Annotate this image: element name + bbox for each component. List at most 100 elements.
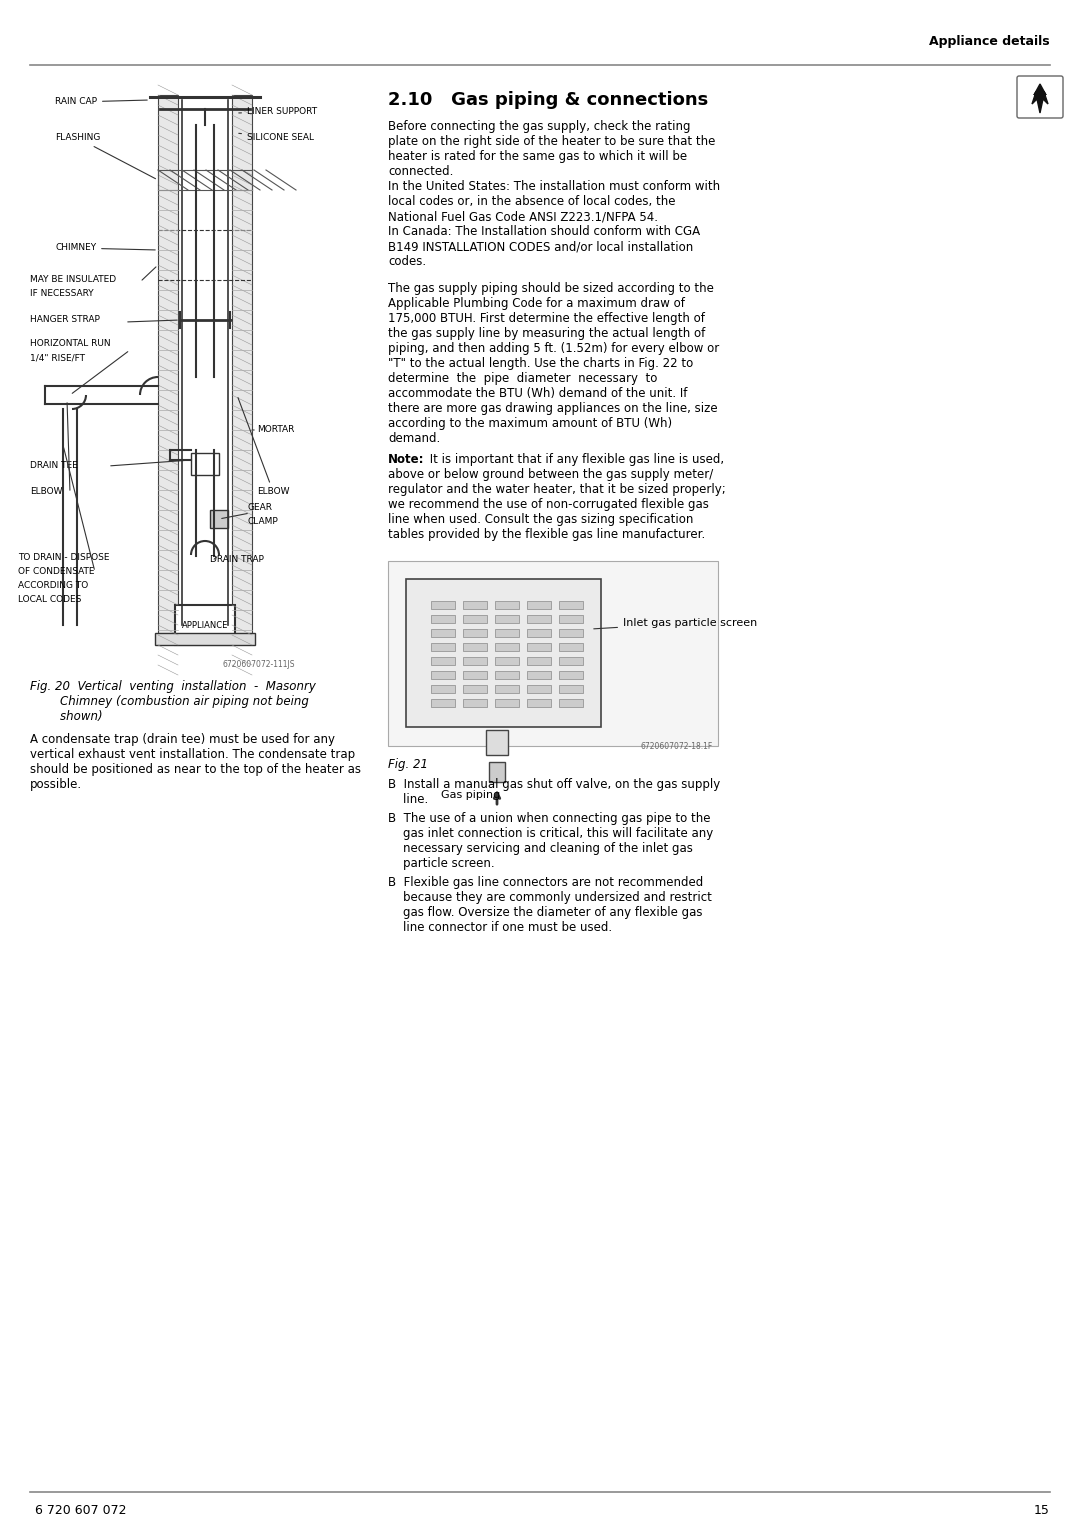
Text: regulator and the water heater, that it be sized properly;: regulator and the water heater, that it …	[388, 483, 726, 497]
Bar	[559, 643, 583, 651]
Bar	[527, 657, 551, 665]
Bar	[431, 630, 455, 637]
Bar	[495, 685, 519, 694]
Text: there are more gas drawing appliances on the line, size: there are more gas drawing appliances on…	[388, 402, 717, 416]
Bar	[495, 643, 519, 651]
Text: 6720607072-18.1F: 6720607072-18.1F	[640, 743, 713, 750]
Text: Fig. 20  Vertical  venting  installation  -  Masonry: Fig. 20 Vertical venting installation - …	[30, 680, 315, 694]
Bar	[559, 671, 583, 678]
Bar	[463, 657, 487, 665]
Text: gas flow. Oversize the diameter of any flexible gas: gas flow. Oversize the diameter of any f…	[388, 906, 702, 918]
Bar	[156, 633, 255, 645]
Bar	[431, 657, 455, 665]
Text: vertical exhaust vent installation. The condensate trap: vertical exhaust vent installation. The …	[30, 749, 355, 761]
Text: B  Install a manual gas shut off valve, on the gas supply: B Install a manual gas shut off valve, o…	[388, 778, 720, 792]
Bar	[495, 630, 519, 637]
Bar	[486, 730, 508, 755]
Text: Appliance details: Appliance details	[930, 35, 1050, 49]
Text: line connector if one must be used.: line connector if one must be used.	[388, 921, 612, 934]
Bar	[175, 605, 235, 645]
Bar	[463, 685, 487, 694]
Text: codes.: codes.	[388, 255, 427, 267]
Bar	[559, 657, 583, 665]
Text: because they are commonly undersized and restrict: because they are commonly undersized and…	[388, 891, 712, 905]
Text: 6 720 607 072: 6 720 607 072	[35, 1504, 126, 1516]
Text: Gas piping: Gas piping	[441, 790, 500, 801]
Text: In Canada: The Installation should conform with CGA: In Canada: The Installation should confo…	[388, 225, 700, 238]
Text: connected.: connected.	[388, 165, 454, 177]
Text: TO DRAIN - DISPOSE: TO DRAIN - DISPOSE	[18, 553, 109, 562]
Bar	[559, 614, 583, 623]
Text: 1/4" RISE/FT: 1/4" RISE/FT	[30, 353, 85, 362]
Bar	[431, 685, 455, 694]
Bar	[463, 643, 487, 651]
Text: should be positioned as near to the top of the heater as: should be positioned as near to the top …	[30, 762, 361, 776]
Text: line when used. Consult the gas sizing specification: line when used. Consult the gas sizing s…	[388, 513, 693, 526]
Text: CLAMP: CLAMP	[248, 518, 279, 527]
Text: B  Flexible gas line connectors are not recommended: B Flexible gas line connectors are not r…	[388, 876, 703, 889]
Bar	[559, 601, 583, 610]
Bar	[527, 643, 551, 651]
Bar	[431, 643, 455, 651]
Bar	[527, 671, 551, 678]
Bar	[489, 762, 505, 782]
Text: particle screen.: particle screen.	[388, 857, 495, 869]
Text: HORIZONTAL RUN: HORIZONTAL RUN	[30, 339, 110, 348]
Text: 6720607072-111JS: 6720607072-111JS	[222, 660, 295, 669]
Bar	[388, 561, 718, 746]
Text: B  The use of a union when connecting gas pipe to the: B The use of a union when connecting gas…	[388, 811, 711, 825]
Bar	[559, 698, 583, 707]
Text: 15: 15	[1035, 1504, 1050, 1516]
Text: The gas supply piping should be sized according to the: The gas supply piping should be sized ac…	[388, 283, 714, 295]
Text: ACCORDING TO: ACCORDING TO	[18, 582, 89, 590]
Text: IF NECESSARY: IF NECESSARY	[30, 289, 94, 298]
Text: GEAR: GEAR	[248, 504, 273, 512]
Bar	[527, 685, 551, 694]
Text: the gas supply line by measuring the actual length of: the gas supply line by measuring the act…	[388, 327, 705, 341]
Text: Inlet gas particle screen: Inlet gas particle screen	[594, 617, 757, 630]
Text: above or below ground between the gas supply meter/: above or below ground between the gas su…	[388, 468, 713, 481]
Bar	[210, 510, 228, 529]
Bar	[527, 698, 551, 707]
Text: accommodate the BTU (Wh) demand of the unit. If: accommodate the BTU (Wh) demand of the u…	[388, 387, 687, 400]
Text: DRAIN TEE: DRAIN TEE	[30, 460, 78, 469]
Bar	[559, 685, 583, 694]
Text: possible.: possible.	[30, 778, 82, 792]
Bar	[559, 630, 583, 637]
FancyBboxPatch shape	[1017, 76, 1063, 118]
Text: tables provided by the flexible gas line manufacturer.: tables provided by the flexible gas line…	[388, 529, 705, 541]
Text: necessary servicing and cleaning of the inlet gas: necessary servicing and cleaning of the …	[388, 842, 693, 856]
Text: 2.10   Gas piping & connections: 2.10 Gas piping & connections	[388, 92, 708, 108]
Bar	[431, 671, 455, 678]
Text: APPLIANCE: APPLIANCE	[181, 620, 228, 630]
Bar	[463, 671, 487, 678]
Text: Applicable Plumbing Code for a maximum draw of: Applicable Plumbing Code for a maximum d…	[388, 296, 685, 310]
Text: line.: line.	[388, 793, 429, 805]
Text: 175,000 BTUH. First determine the effective length of: 175,000 BTUH. First determine the effect…	[388, 312, 705, 325]
Bar	[495, 601, 519, 610]
Text: In the United States: The installation must conform with: In the United States: The installation m…	[388, 180, 720, 193]
Bar	[495, 657, 519, 665]
Text: heater is rated for the same gas to which it will be: heater is rated for the same gas to whic…	[388, 150, 687, 163]
Text: National Fuel Gas Code ANSI Z223.1/NFPA 54.: National Fuel Gas Code ANSI Z223.1/NFPA …	[388, 209, 658, 223]
Text: Before connecting the gas supply, check the rating: Before connecting the gas supply, check …	[388, 121, 690, 133]
Text: piping, and then adding 5 ft. (1.52m) for every elbow or: piping, and then adding 5 ft. (1.52m) fo…	[388, 342, 719, 354]
Bar	[406, 579, 600, 727]
Text: LINER SUPPORT: LINER SUPPORT	[239, 107, 318, 116]
Bar	[232, 95, 252, 636]
Text: DRAIN TRAP: DRAIN TRAP	[210, 556, 264, 564]
Bar	[431, 698, 455, 707]
Text: "T" to the actual length. Use the charts in Fig. 22 to: "T" to the actual length. Use the charts…	[388, 358, 693, 370]
Text: ELBOW: ELBOW	[30, 487, 63, 497]
Bar	[463, 601, 487, 610]
Text: HANGER STRAP: HANGER STRAP	[30, 315, 99, 324]
Text: Chimney (combustion air piping not being: Chimney (combustion air piping not being	[30, 695, 309, 707]
Text: shown): shown)	[30, 711, 103, 723]
Text: SILICONE SEAL: SILICONE SEAL	[239, 133, 314, 142]
Text: A condensate trap (drain tee) must be used for any: A condensate trap (drain tee) must be us…	[30, 733, 335, 746]
Text: FLASHING: FLASHING	[55, 133, 156, 179]
Text: MAY BE INSULATED: MAY BE INSULATED	[30, 275, 117, 284]
Bar	[527, 601, 551, 610]
Bar	[495, 671, 519, 678]
Bar	[527, 630, 551, 637]
